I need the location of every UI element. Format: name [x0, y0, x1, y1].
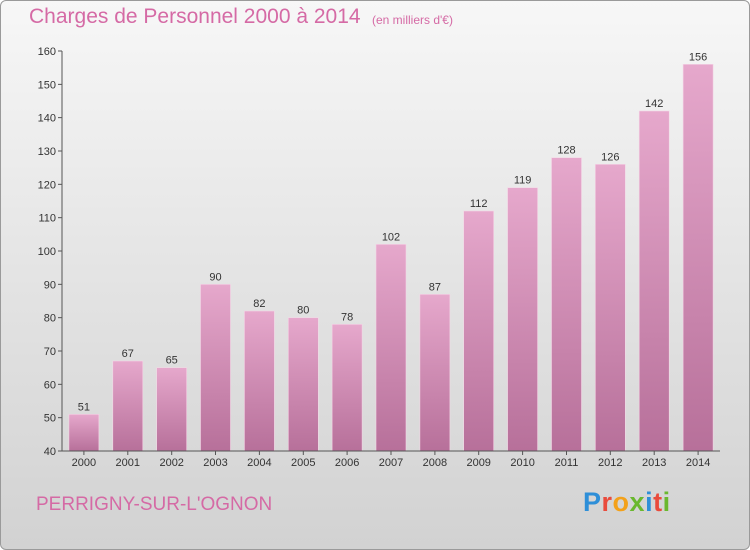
bar-2009 [463, 210, 495, 452]
y-tick-label-60: 60 [44, 379, 56, 391]
bar-2001 [112, 360, 144, 452]
bar-2006 [331, 323, 363, 452]
bar-2004 [244, 310, 275, 452]
x-tick-label-2011: 2011 [555, 457, 579, 469]
value-label-2006: 78 [341, 311, 353, 323]
chart-title: Charges de Personnel 2000 à 2014 [29, 5, 361, 28]
value-label-2012: 126 [601, 151, 619, 163]
x-tick-label-2002: 2002 [159, 457, 183, 469]
bar-2005 [287, 317, 319, 452]
bar-2014 [682, 63, 714, 452]
y-tick-label-80: 80 [44, 313, 56, 325]
logo-letter: x [629, 487, 646, 517]
value-label-2010: 119 [514, 175, 532, 187]
x-tick-label-2000: 2000 [72, 457, 96, 469]
y-tick-label-120: 120 [38, 179, 56, 191]
x-tick-label-2001: 2001 [116, 457, 140, 469]
bar-2013 [638, 110, 670, 452]
x-tick-label-2010: 2010 [510, 457, 534, 469]
y-tick-label-90: 90 [44, 279, 56, 291]
y-tick-label-50: 50 [44, 413, 56, 425]
y-tick-label-140: 140 [38, 113, 56, 125]
y-tick-label-70: 70 [44, 346, 56, 358]
bar-2010 [507, 187, 538, 452]
value-label-2001: 67 [122, 348, 134, 360]
value-label-2013: 142 [645, 98, 663, 110]
logo-letter: o [612, 487, 630, 517]
logo-letter: t [653, 487, 663, 517]
y-tick-label-160: 160 [38, 46, 56, 58]
bar-2002 [156, 367, 187, 452]
x-tick-label-2013: 2013 [642, 457, 666, 469]
commune-name: PERRIGNY-SUR-L'OGNON [36, 494, 273, 515]
value-label-2014: 156 [689, 51, 707, 63]
bar-2003 [200, 283, 231, 452]
bar-2000 [68, 413, 100, 452]
y-tick-label-100: 100 [38, 246, 56, 258]
x-tick-label-2005: 2005 [291, 457, 315, 469]
chart-subtitle: (en milliers d'€) [372, 13, 453, 27]
x-tick-label-2009: 2009 [466, 457, 490, 469]
x-tick-label-2004: 2004 [247, 457, 271, 469]
x-tick-label-2003: 2003 [203, 457, 227, 469]
y-tick-label-130: 130 [38, 146, 56, 158]
proxiti-logo[interactable]: Proxiti [583, 487, 671, 518]
bar-2008 [419, 293, 451, 452]
value-label-2004: 82 [253, 298, 265, 310]
x-tick-label-2006: 2006 [335, 457, 359, 469]
value-label-2007: 102 [382, 231, 400, 243]
value-label-2005: 80 [297, 305, 309, 317]
bar-2011 [551, 157, 582, 452]
logo-letter: i [662, 487, 671, 517]
value-label-2008: 87 [429, 281, 441, 293]
bar-2012 [594, 164, 626, 452]
y-tick-label-150: 150 [38, 79, 56, 91]
x-tick-label-2007: 2007 [379, 457, 403, 469]
value-label-2011: 128 [557, 145, 575, 157]
y-tick-label-40: 40 [44, 446, 56, 458]
x-tick-label-2008: 2008 [423, 457, 447, 469]
value-label-2000: 51 [78, 401, 90, 413]
logo-letter: P [583, 487, 602, 517]
value-label-2009: 112 [470, 198, 488, 210]
x-tick-label-2012: 2012 [598, 457, 622, 469]
value-label-2002: 65 [166, 355, 178, 367]
value-label-2003: 90 [209, 271, 221, 283]
x-tick-label-2014: 2014 [686, 457, 710, 469]
y-tick-label-110: 110 [38, 213, 56, 225]
bar-2007 [375, 244, 407, 452]
logo-letter: r [601, 487, 613, 517]
logo-letter: i [645, 487, 654, 517]
